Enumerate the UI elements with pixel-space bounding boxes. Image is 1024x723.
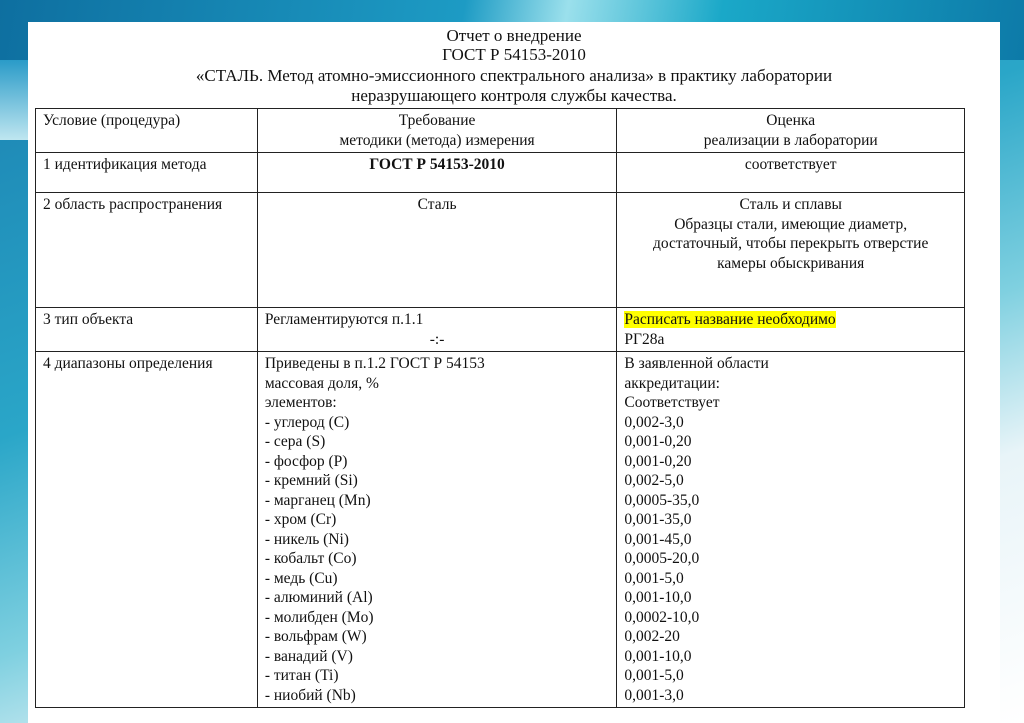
- row4-assessment-a: В заявленной области: [624, 355, 769, 372]
- row1-assessment: соответствует: [616, 152, 965, 193]
- title-line-4: неразрушающего контроля службы качества.: [351, 86, 677, 105]
- range-item: 0,001-5,0: [624, 667, 684, 684]
- range-item: 0,001-10,0: [624, 647, 692, 665]
- element-item: - вольфрам (W): [264, 628, 367, 645]
- header-requirement: Требование методики (метода) измерения: [256, 108, 618, 153]
- range-item: 0,001-5,0: [624, 569, 684, 587]
- row3-assessment: Расписать название необходимо РГ28а: [616, 307, 965, 352]
- row4-requirement-a: Приведены в п.1.2 ГОСТ Р 54153: [264, 355, 485, 372]
- row1-condition: 1 идентификация метода: [35, 152, 258, 193]
- range-item: 0,001-35,0: [624, 511, 692, 528]
- row3-requirement-b: -:-: [429, 330, 445, 348]
- row4-assessment-c: Соответствует: [624, 394, 720, 411]
- row2-assessment-b: Образцы стали, имеющие диаметр, достаточ…: [653, 215, 929, 272]
- element-item: - алюминий (Al): [264, 589, 373, 606]
- row2-requirement: Сталь: [256, 192, 618, 308]
- element-item: - сера (S): [264, 433, 326, 450]
- element-item: - хром (Cr): [264, 511, 337, 528]
- table-row: 4 диапазоны определения Приведены в п.1.…: [35, 351, 965, 708]
- title-line-1: Отчет о внедрение: [446, 26, 582, 45]
- row4-requirement-c: элементов:: [264, 394, 337, 411]
- row4-requirement-b: массовая доля, %: [264, 374, 379, 392]
- table-row: 1 идентификация метода ГОСТ Р 54153-2010…: [35, 152, 965, 193]
- range-item: 0,0002-10,0: [624, 608, 700, 626]
- element-item: - медь (Cu): [264, 569, 338, 587]
- document-page: Отчет о внедрение ГОСТ Р 54153-2010 «СТА…: [28, 22, 1000, 723]
- range-item: 0,001-0,20: [624, 452, 692, 470]
- row2-assessment: Сталь и сплавы Образцы стали, имеющие диа…: [616, 192, 965, 308]
- title-line-2: ГОСТ Р 54153-2010: [442, 45, 586, 64]
- row2-condition: 2 область распространения: [35, 192, 258, 308]
- table-row: 2 область распространения Сталь Сталь и …: [35, 192, 965, 308]
- range-item: 0,001-0,20: [624, 433, 692, 450]
- row3-requirement-a: Регламентируются п.1.1: [264, 311, 424, 328]
- range-list: 0,002-3,0 0,001-0,20 0,001-0,20 0,002-5,0 0,…: [624, 413, 957, 706]
- header-assessment-line1: Оценка: [766, 112, 816, 129]
- row3-condition: 3 тип объекта: [35, 307, 258, 352]
- header-assessment-line2: реализации в лаборатории: [703, 131, 878, 149]
- table-header-row: Условие (процедура) Требование методики (…: [35, 108, 965, 153]
- range-item: 0,0005-35,0: [624, 491, 700, 509]
- report-table: Условие (процедура) Требование методики (…: [35, 108, 965, 708]
- row3-assessment-b: РГ28а: [624, 330, 665, 348]
- row3-requirement: Регламентируются п.1.1 -:-: [256, 307, 618, 352]
- row4-requirement: Приведены в п.1.2 ГОСТ Р 54153 массовая …: [256, 351, 618, 708]
- element-item: - ниобий (Nb): [264, 686, 356, 704]
- row4-assessment: В заявленной области аккредитации: Соотв…: [616, 351, 965, 708]
- header-condition: Условие (процедура): [35, 108, 258, 153]
- range-item: 0,002-20: [624, 628, 680, 645]
- header-requirement-line1: Требование: [398, 112, 476, 129]
- table-row: 3 тип объекта Регламентируются п.1.1 -:- …: [35, 307, 965, 352]
- element-item: - марганец (Mn): [264, 491, 371, 509]
- element-item: - молибден (Mo): [264, 608, 374, 626]
- row2-assessment-a: Сталь и сплавы: [739, 196, 842, 213]
- range-item: 0,002-5,0: [624, 472, 684, 489]
- row4-condition: 4 диапазоны определения: [35, 351, 258, 708]
- range-item: 0,001-45,0: [624, 530, 692, 548]
- row1-requirement: ГОСТ Р 54153-2010: [256, 152, 618, 193]
- row4-assessment-b: аккредитации:: [624, 374, 720, 392]
- row3-highlight-note: Расписать название необходимо: [624, 311, 836, 328]
- element-item: - фосфор (P): [264, 452, 348, 470]
- element-item: - углерод (C): [264, 413, 350, 431]
- element-item: - никель (Ni): [264, 530, 349, 548]
- element-item: - кремний (Si): [264, 472, 358, 489]
- range-item: 0,001-3,0: [624, 686, 684, 704]
- element-list: - углерод (C) - сера (S) - фосфор (P) - кре…: [265, 413, 610, 706]
- header-assessment: Оценка реализации в лаборатории: [616, 108, 965, 153]
- element-item: - титан (Ti): [264, 667, 339, 684]
- element-item: - кобальт (Co): [264, 550, 357, 567]
- title-line-3: «СТАЛЬ. Метод атомно-эмиссионного спектр…: [195, 66, 833, 85]
- header-requirement-line2: методики (метода) измерения: [339, 131, 535, 149]
- range-item: 0,002-3,0: [624, 413, 684, 431]
- range-item: 0,0005-20,0: [624, 550, 700, 567]
- range-item: 0,001-10,0: [624, 589, 692, 606]
- element-item: - ванадий (V): [264, 647, 353, 665]
